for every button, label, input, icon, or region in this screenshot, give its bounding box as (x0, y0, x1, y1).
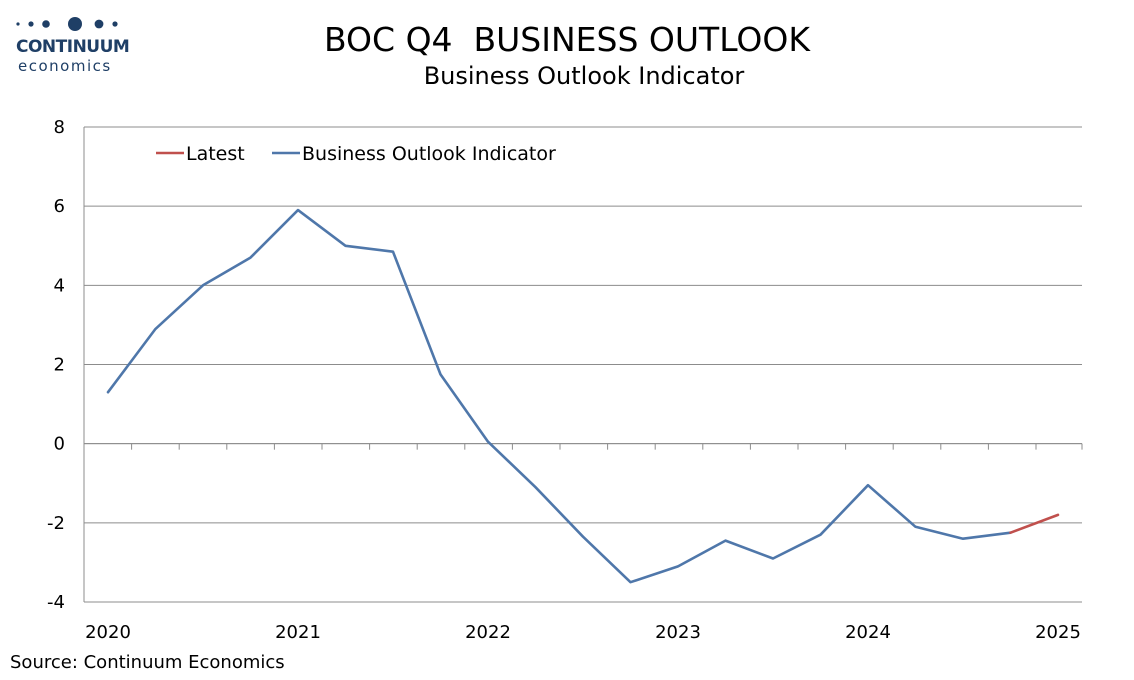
y-tick-label: 4 (54, 275, 65, 296)
series-line-latest (1009, 513, 1060, 535)
x-tick-label: 2025 (1035, 622, 1081, 643)
series-line-business-outlook-indicator (106, 208, 1012, 584)
source-note: Source: Continuum Economics (10, 652, 285, 673)
series-lines (106, 208, 1060, 584)
chart-subtitle: Business Outlook Indicator (423, 62, 745, 90)
x-tick-label: 2020 (85, 622, 131, 643)
y-tick-label: -2 (47, 513, 65, 534)
x-tick-label: 2024 (845, 622, 891, 643)
logo-dots-icon (16, 17, 118, 31)
brand-name: CONTINUUM (16, 37, 130, 57)
brand-logo: CONTINUUM economics (10, 12, 140, 82)
y-tick-label: 2 (54, 355, 65, 376)
legend: Latest Business Outlook Indicator (156, 143, 556, 165)
x-tick-label: 2022 (465, 622, 511, 643)
y-tick-label: -4 (47, 592, 65, 613)
x-axis-ticks: 2020 2021 2022 2023 2024 2025 (85, 622, 1081, 643)
y-tick-label: 8 (54, 117, 65, 138)
axes (83, 127, 1083, 602)
x-tick-label: 2023 (655, 622, 701, 643)
x-tick-label: 2021 (275, 622, 321, 643)
chart-title: BOC Q4 BUSINESS OUTLOOK (324, 20, 810, 59)
y-axis-ticks: 8 6 4 2 0 -2 -4 (47, 117, 65, 613)
legend-label: Business Outlook Indicator (302, 143, 556, 165)
y-tick-label: 6 (54, 196, 65, 217)
legend-label: Latest (186, 143, 245, 165)
brand-sub: economics (18, 57, 112, 75)
y-tick-label: 0 (54, 434, 65, 455)
